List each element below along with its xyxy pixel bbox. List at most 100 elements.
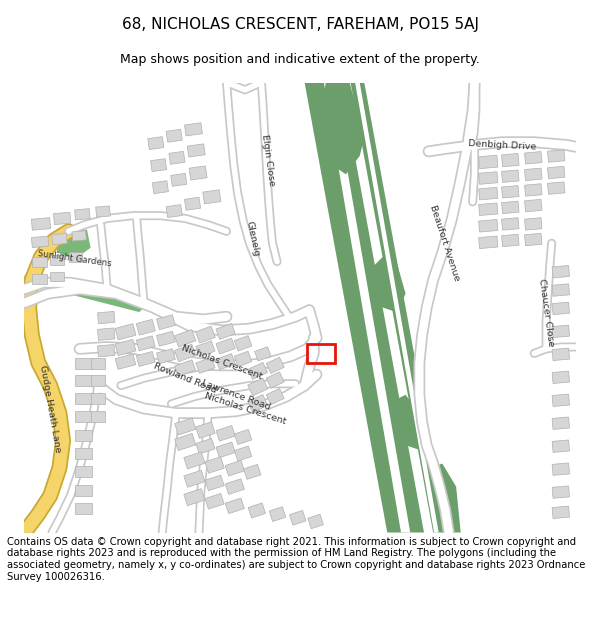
- Text: Nicholas Crescent: Nicholas Crescent: [203, 391, 287, 426]
- Polygon shape: [31, 217, 50, 230]
- Polygon shape: [324, 82, 410, 532]
- Polygon shape: [115, 324, 136, 340]
- Polygon shape: [479, 155, 498, 169]
- Polygon shape: [169, 151, 185, 164]
- Polygon shape: [75, 411, 92, 422]
- Polygon shape: [75, 429, 92, 441]
- Polygon shape: [72, 231, 86, 241]
- Polygon shape: [234, 351, 252, 367]
- Polygon shape: [548, 182, 565, 194]
- Polygon shape: [216, 323, 235, 339]
- Text: Lawrence Road: Lawrence Road: [200, 378, 271, 411]
- Polygon shape: [50, 272, 64, 281]
- Polygon shape: [184, 452, 205, 469]
- Polygon shape: [248, 378, 268, 396]
- Polygon shape: [479, 219, 498, 232]
- Polygon shape: [387, 395, 428, 450]
- Polygon shape: [225, 479, 244, 494]
- Polygon shape: [244, 464, 261, 479]
- Polygon shape: [308, 514, 323, 529]
- Polygon shape: [552, 325, 569, 338]
- Polygon shape: [548, 166, 565, 179]
- Polygon shape: [502, 201, 519, 214]
- Polygon shape: [203, 190, 221, 204]
- Polygon shape: [157, 315, 175, 329]
- Polygon shape: [185, 122, 202, 136]
- Polygon shape: [502, 186, 519, 198]
- Polygon shape: [166, 129, 182, 142]
- Polygon shape: [524, 184, 542, 196]
- Polygon shape: [502, 170, 519, 182]
- Text: Sunlight Gardens: Sunlight Gardens: [37, 249, 113, 269]
- Polygon shape: [254, 347, 271, 361]
- Polygon shape: [216, 338, 235, 354]
- Polygon shape: [184, 489, 205, 506]
- Polygon shape: [185, 198, 200, 210]
- Polygon shape: [115, 354, 136, 369]
- Polygon shape: [91, 411, 106, 422]
- Polygon shape: [31, 236, 49, 248]
- Polygon shape: [196, 438, 215, 454]
- Polygon shape: [157, 349, 175, 364]
- Polygon shape: [96, 206, 110, 217]
- Polygon shape: [205, 494, 224, 509]
- Polygon shape: [171, 173, 187, 186]
- Polygon shape: [166, 204, 182, 217]
- Polygon shape: [98, 328, 115, 341]
- Polygon shape: [175, 360, 196, 376]
- Polygon shape: [32, 257, 47, 267]
- Polygon shape: [216, 426, 235, 441]
- Polygon shape: [371, 253, 406, 312]
- Text: Rowland Road: Rowland Road: [152, 361, 218, 395]
- Polygon shape: [175, 434, 196, 451]
- Polygon shape: [189, 166, 207, 180]
- Polygon shape: [175, 329, 196, 347]
- Polygon shape: [248, 503, 266, 518]
- Polygon shape: [479, 236, 498, 249]
- Polygon shape: [266, 357, 284, 374]
- Polygon shape: [552, 417, 569, 429]
- Polygon shape: [289, 511, 306, 525]
- Polygon shape: [552, 348, 569, 361]
- Polygon shape: [75, 503, 92, 514]
- Polygon shape: [205, 457, 224, 473]
- Polygon shape: [136, 319, 155, 335]
- Bar: [307, 344, 335, 362]
- Polygon shape: [552, 266, 569, 278]
- Polygon shape: [196, 422, 215, 438]
- Polygon shape: [248, 362, 268, 379]
- Polygon shape: [157, 331, 175, 346]
- Polygon shape: [552, 394, 569, 406]
- Polygon shape: [479, 188, 498, 200]
- Polygon shape: [205, 475, 224, 491]
- Polygon shape: [248, 394, 268, 412]
- Polygon shape: [502, 217, 519, 230]
- Polygon shape: [552, 371, 569, 384]
- Text: Glenelg: Glenelg: [244, 220, 260, 258]
- Polygon shape: [68, 253, 82, 262]
- Polygon shape: [266, 372, 284, 388]
- Polygon shape: [25, 274, 144, 312]
- Polygon shape: [196, 341, 215, 357]
- Polygon shape: [524, 199, 542, 212]
- Polygon shape: [216, 354, 235, 370]
- Polygon shape: [305, 82, 424, 532]
- Polygon shape: [91, 358, 106, 369]
- Polygon shape: [75, 374, 92, 386]
- Polygon shape: [225, 498, 244, 514]
- Polygon shape: [75, 358, 92, 369]
- Polygon shape: [479, 172, 498, 184]
- Polygon shape: [75, 466, 92, 478]
- Polygon shape: [319, 82, 364, 174]
- Polygon shape: [524, 233, 542, 246]
- Polygon shape: [552, 302, 569, 314]
- Text: Gudge Heath Lane: Gudge Heath Lane: [38, 364, 62, 453]
- Polygon shape: [187, 144, 205, 157]
- Polygon shape: [502, 153, 519, 167]
- Polygon shape: [234, 336, 252, 351]
- Polygon shape: [136, 351, 155, 366]
- Polygon shape: [355, 82, 439, 532]
- Polygon shape: [52, 233, 67, 245]
- Polygon shape: [98, 344, 115, 357]
- Polygon shape: [524, 152, 542, 164]
